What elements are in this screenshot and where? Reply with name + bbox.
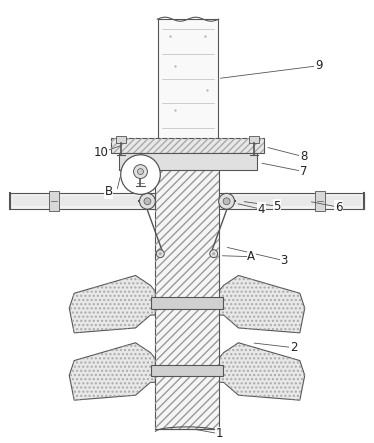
Circle shape — [138, 169, 144, 175]
Circle shape — [121, 155, 160, 194]
Polygon shape — [69, 343, 155, 400]
Bar — [222, 196, 361, 206]
Circle shape — [159, 252, 162, 255]
Text: 2: 2 — [290, 341, 298, 354]
Bar — [155, 140, 219, 429]
Text: 5: 5 — [273, 200, 281, 213]
Text: 4: 4 — [257, 203, 265, 216]
Circle shape — [156, 250, 164, 258]
Circle shape — [212, 252, 215, 255]
Bar — [116, 136, 126, 143]
Circle shape — [223, 198, 230, 205]
Bar — [151, 365, 223, 377]
Circle shape — [140, 193, 155, 209]
Bar — [249, 136, 259, 143]
Circle shape — [144, 198, 151, 205]
Text: 10: 10 — [94, 146, 108, 159]
Bar — [13, 196, 152, 206]
Circle shape — [210, 250, 218, 258]
Text: B: B — [105, 185, 113, 198]
Bar — [49, 191, 59, 211]
Text: A: A — [247, 250, 255, 263]
Text: 9: 9 — [315, 59, 322, 72]
Bar — [151, 297, 223, 309]
Bar — [111, 138, 264, 153]
Bar — [315, 191, 325, 211]
Circle shape — [219, 193, 234, 209]
Polygon shape — [69, 276, 155, 333]
Text: 1: 1 — [216, 427, 223, 440]
Text: 6: 6 — [335, 201, 342, 214]
Text: 8: 8 — [300, 150, 307, 163]
Bar — [119, 153, 257, 170]
Circle shape — [134, 165, 147, 179]
Text: 7: 7 — [300, 165, 307, 178]
Bar — [111, 138, 264, 153]
Bar — [158, 19, 218, 140]
Bar — [219, 193, 364, 209]
Polygon shape — [219, 343, 305, 400]
Polygon shape — [219, 276, 305, 333]
Bar — [155, 140, 219, 429]
Bar — [10, 193, 155, 209]
Text: 3: 3 — [280, 254, 288, 267]
